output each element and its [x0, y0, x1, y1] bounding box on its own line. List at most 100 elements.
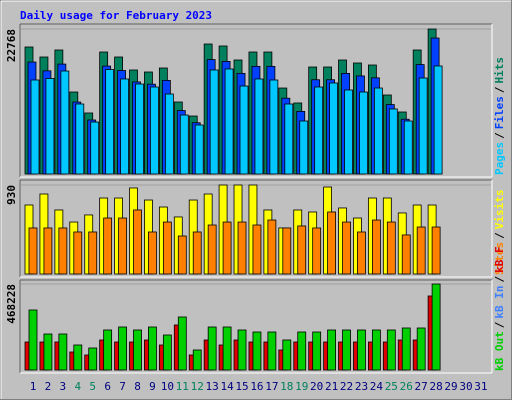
- bar: [297, 225, 307, 275]
- x-tick-label: 16: [250, 380, 263, 393]
- bar: [327, 329, 337, 371]
- bar: [133, 209, 142, 275]
- legend-entry: Hits: [493, 57, 506, 84]
- legend-entry: Visits: [493, 190, 506, 230]
- bar: [386, 221, 396, 275]
- legend: Pages / Files / Hits: [493, 57, 506, 175]
- x-tick-label: 24: [370, 380, 384, 393]
- bar: [401, 327, 411, 371]
- bar: [416, 226, 426, 275]
- x-tick-label: 22: [340, 380, 353, 393]
- bar: [314, 86, 324, 175]
- bar: [433, 65, 443, 175]
- bar: [177, 235, 187, 275]
- bar: [162, 334, 172, 371]
- legend-entry: Files: [493, 96, 506, 129]
- bar: [45, 78, 55, 175]
- bar: [30, 79, 40, 175]
- bar: [148, 231, 157, 275]
- bar: [371, 219, 381, 275]
- bar: [88, 347, 98, 371]
- x-tick-label: 19: [295, 380, 308, 393]
- x-tick-label: 12: [191, 380, 204, 393]
- x-tick-label: 18: [280, 380, 293, 393]
- x-tick-label: 21: [325, 380, 338, 393]
- bar: [252, 224, 262, 275]
- legend-entry: Sites: [493, 242, 506, 275]
- bar: [58, 333, 68, 371]
- bar: [388, 108, 398, 175]
- bar: [118, 217, 127, 275]
- bar: [192, 231, 202, 275]
- bar: [150, 86, 159, 175]
- x-tick-label: 1: [30, 380, 37, 393]
- bar: [327, 211, 337, 275]
- y-tick-label: 930: [5, 185, 18, 205]
- bar: [162, 221, 172, 275]
- bar: [237, 329, 247, 371]
- x-tick-label: 10: [161, 380, 174, 393]
- bar: [58, 227, 68, 275]
- bar: [90, 121, 100, 175]
- x-tick-label: 26: [400, 380, 413, 393]
- x-tick-label: 29: [444, 380, 457, 393]
- bar: [105, 69, 115, 175]
- bar: [431, 283, 441, 371]
- bar: [222, 326, 232, 371]
- bar: [297, 331, 307, 371]
- legend: Sites / Visits: [493, 190, 506, 276]
- bar: [252, 331, 262, 371]
- bar: [194, 124, 204, 175]
- bar: [267, 331, 277, 371]
- bar: [416, 327, 426, 371]
- x-tick-label: 7: [119, 380, 126, 393]
- bar: [371, 329, 381, 371]
- bar: [344, 89, 353, 175]
- bar: [207, 326, 217, 371]
- bar: [120, 78, 129, 175]
- bar: [357, 231, 366, 275]
- chart-title: Daily usage for February 2023: [20, 9, 212, 22]
- legend-separator: /: [493, 321, 506, 328]
- bar: [207, 224, 217, 275]
- bar: [312, 227, 322, 275]
- bar: [267, 219, 277, 275]
- bar: [75, 103, 85, 175]
- bar: [401, 234, 411, 275]
- bar: [312, 331, 322, 371]
- bar: [359, 91, 368, 175]
- bar: [357, 329, 366, 371]
- bar: [133, 329, 142, 371]
- x-tick-label: 15: [235, 380, 248, 393]
- bar: [299, 120, 309, 175]
- bar: [73, 231, 83, 275]
- legend-entry: Pages: [493, 142, 506, 175]
- bar: [28, 309, 38, 371]
- bar: [329, 82, 339, 175]
- bar: [118, 326, 127, 371]
- bar: [28, 227, 38, 275]
- legend-separator: /: [493, 132, 506, 139]
- bar: [403, 120, 413, 175]
- bar: [269, 79, 279, 175]
- bar: [282, 227, 292, 275]
- bar: [103, 217, 113, 275]
- bar: [342, 329, 351, 371]
- x-tick-label: 27: [415, 380, 428, 393]
- bar: [254, 78, 264, 175]
- x-tick-label: 6: [104, 380, 111, 393]
- x-tick-label: 3: [60, 380, 67, 393]
- x-tick-label: 2: [45, 380, 52, 393]
- bar: [239, 85, 249, 175]
- x-tick-label: 28: [429, 380, 442, 393]
- y-tick-label: 468228: [5, 284, 18, 324]
- x-tick-label: 20: [310, 380, 323, 393]
- bar: [60, 70, 70, 175]
- x-tick-label: 11: [176, 380, 189, 393]
- legend-entry: kB In: [493, 286, 506, 319]
- x-tick-label: 30: [459, 380, 472, 393]
- bar: [431, 226, 441, 275]
- bar: [43, 227, 53, 275]
- x-tick-label: 8: [134, 380, 141, 393]
